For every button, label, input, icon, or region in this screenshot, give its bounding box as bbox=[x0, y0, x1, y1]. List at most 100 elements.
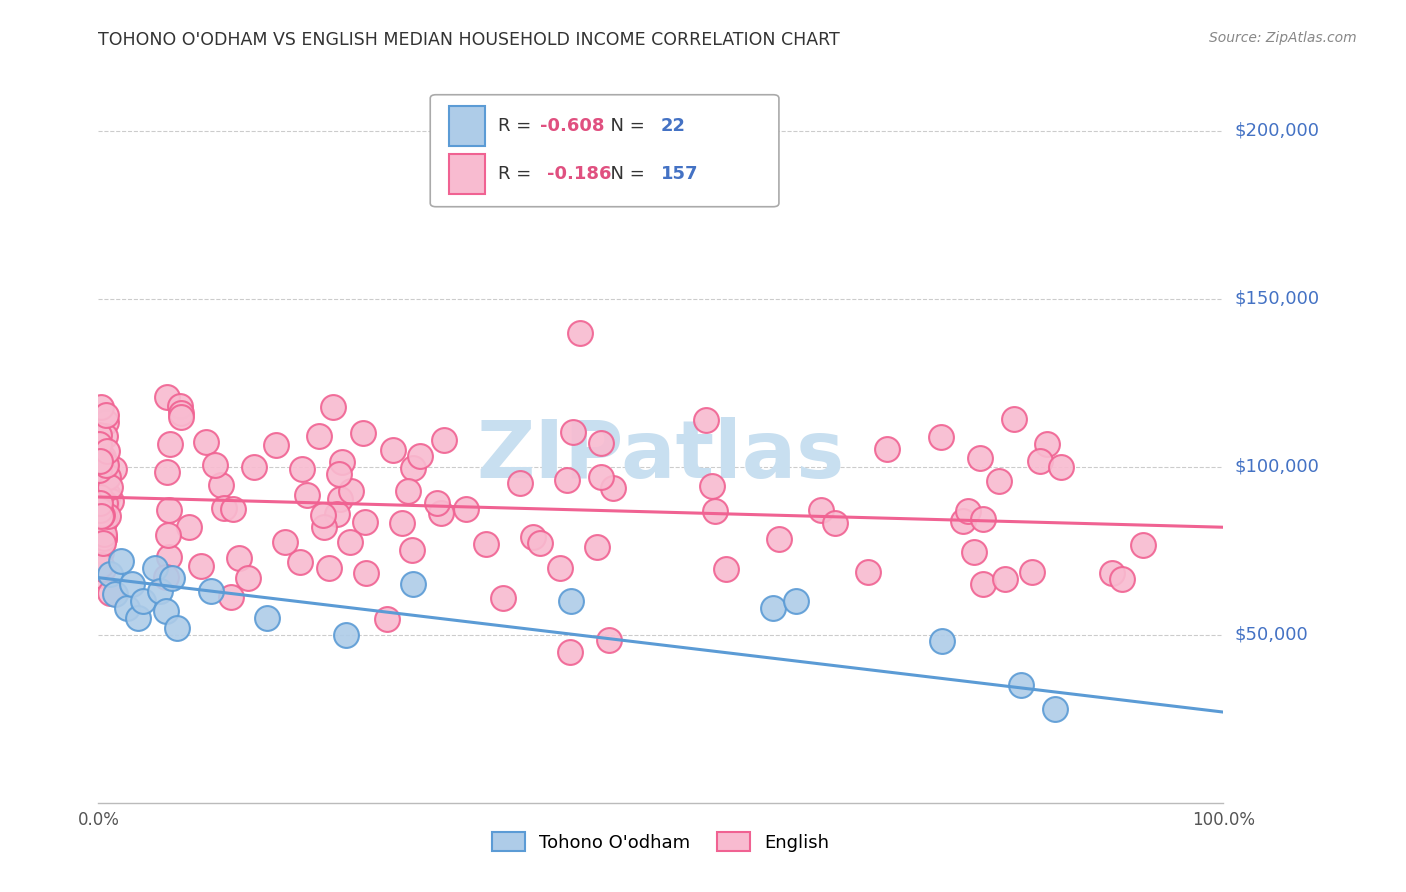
Point bbox=[89, 437, 111, 451]
Point bbox=[475, 537, 498, 551]
Text: $150,000: $150,000 bbox=[1234, 290, 1319, 308]
Point bbox=[90, 524, 112, 538]
Point bbox=[562, 425, 585, 439]
Point bbox=[93, 515, 115, 529]
Point bbox=[96, 470, 118, 484]
Point bbox=[156, 390, 179, 404]
Point bbox=[170, 410, 193, 425]
Point bbox=[94, 489, 117, 503]
Point bbox=[132, 594, 155, 608]
Point bbox=[89, 492, 111, 507]
Point bbox=[222, 501, 245, 516]
Point bbox=[426, 496, 449, 510]
FancyBboxPatch shape bbox=[430, 95, 779, 207]
Point bbox=[602, 481, 624, 495]
Point bbox=[340, 484, 363, 499]
Point bbox=[557, 473, 579, 487]
Point bbox=[391, 516, 413, 530]
FancyBboxPatch shape bbox=[450, 106, 485, 145]
Point bbox=[103, 462, 125, 476]
Point bbox=[98, 480, 121, 494]
Point bbox=[155, 570, 177, 584]
Point bbox=[91, 450, 114, 465]
Text: 22: 22 bbox=[661, 117, 686, 135]
Point bbox=[90, 558, 112, 572]
Point bbox=[952, 514, 974, 528]
Point bbox=[87, 558, 110, 573]
Point bbox=[89, 568, 111, 582]
Point bbox=[91, 535, 114, 549]
Point bbox=[91, 454, 114, 468]
Point bbox=[522, 530, 544, 544]
Point bbox=[160, 571, 183, 585]
Point bbox=[90, 535, 112, 549]
Point bbox=[598, 633, 620, 648]
Point bbox=[169, 399, 191, 413]
Legend: Tohono O'odham, English: Tohono O'odham, English bbox=[485, 825, 837, 859]
Point bbox=[221, 590, 243, 604]
Point bbox=[308, 429, 330, 443]
Point bbox=[353, 425, 375, 440]
Point bbox=[90, 521, 112, 535]
Text: -0.608: -0.608 bbox=[540, 117, 605, 135]
Point bbox=[121, 577, 143, 591]
Point bbox=[322, 400, 344, 414]
Point bbox=[492, 591, 515, 606]
Point bbox=[381, 442, 404, 457]
Point bbox=[94, 496, 117, 510]
Point bbox=[956, 504, 979, 518]
Point bbox=[330, 455, 353, 469]
Point bbox=[90, 483, 112, 497]
Point bbox=[1036, 437, 1059, 451]
Point bbox=[93, 532, 115, 546]
Text: 157: 157 bbox=[661, 165, 699, 183]
Point bbox=[354, 566, 377, 580]
Point bbox=[110, 554, 132, 568]
Point bbox=[94, 415, 117, 429]
Point bbox=[704, 504, 727, 518]
Point bbox=[560, 594, 582, 608]
Point bbox=[1029, 454, 1052, 468]
Point bbox=[89, 494, 111, 508]
Point bbox=[94, 509, 117, 524]
Point bbox=[876, 442, 898, 457]
FancyBboxPatch shape bbox=[450, 154, 485, 194]
Text: ZIPatlas: ZIPatlas bbox=[477, 417, 845, 495]
Text: Source: ZipAtlas.com: Source: ZipAtlas.com bbox=[1209, 31, 1357, 45]
Point bbox=[1132, 538, 1154, 552]
Point bbox=[98, 567, 121, 582]
Point bbox=[1021, 566, 1043, 580]
Point bbox=[90, 473, 112, 487]
Point bbox=[716, 562, 738, 576]
Point bbox=[179, 520, 201, 534]
Point bbox=[1043, 702, 1066, 716]
Point bbox=[377, 612, 399, 626]
Point bbox=[87, 516, 110, 530]
Point bbox=[212, 501, 235, 516]
Point bbox=[87, 463, 110, 477]
Point bbox=[589, 470, 612, 484]
Point bbox=[291, 462, 314, 476]
Point bbox=[290, 555, 312, 569]
Point bbox=[312, 508, 335, 522]
Point bbox=[762, 600, 785, 615]
Point bbox=[97, 488, 120, 502]
Point bbox=[90, 508, 112, 522]
Point bbox=[969, 451, 991, 466]
Point bbox=[329, 492, 352, 507]
Point bbox=[931, 634, 953, 648]
Point bbox=[90, 400, 112, 414]
Point bbox=[339, 535, 361, 549]
Point bbox=[591, 436, 613, 450]
Point bbox=[1111, 573, 1133, 587]
Point bbox=[325, 507, 347, 521]
Point bbox=[209, 478, 232, 492]
Point bbox=[90, 480, 112, 494]
Point bbox=[90, 519, 112, 533]
Point bbox=[89, 518, 111, 533]
Point bbox=[93, 562, 115, 576]
Point bbox=[97, 509, 120, 524]
Point bbox=[155, 604, 177, 618]
Point bbox=[994, 572, 1017, 586]
Point bbox=[89, 478, 111, 492]
